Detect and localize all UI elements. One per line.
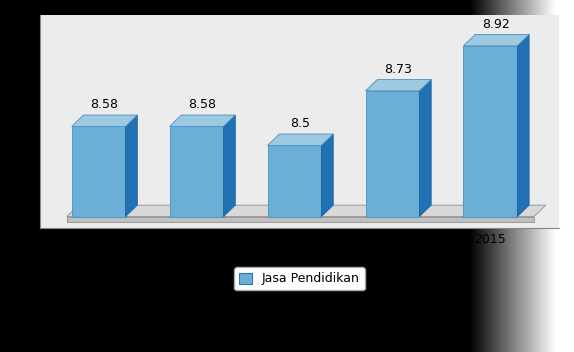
Text: 8.92: 8.92 <box>482 18 510 31</box>
Polygon shape <box>321 134 333 216</box>
Polygon shape <box>366 91 420 216</box>
Polygon shape <box>67 205 546 216</box>
Polygon shape <box>420 80 431 216</box>
Polygon shape <box>72 126 126 216</box>
Polygon shape <box>223 115 235 216</box>
Polygon shape <box>67 216 534 222</box>
Text: 8.58: 8.58 <box>91 99 118 112</box>
Polygon shape <box>126 115 137 216</box>
Text: 8.73: 8.73 <box>385 63 412 76</box>
Legend: Jasa Pendidikan: Jasa Pendidikan <box>234 268 364 290</box>
Polygon shape <box>267 145 321 216</box>
Polygon shape <box>517 34 529 216</box>
Polygon shape <box>170 126 223 216</box>
Text: 8.5: 8.5 <box>290 118 311 131</box>
Polygon shape <box>463 34 529 46</box>
Polygon shape <box>463 46 517 216</box>
Polygon shape <box>267 134 333 145</box>
Polygon shape <box>170 115 235 126</box>
Polygon shape <box>366 80 431 91</box>
Text: 8.58: 8.58 <box>188 99 216 112</box>
Polygon shape <box>72 115 137 126</box>
